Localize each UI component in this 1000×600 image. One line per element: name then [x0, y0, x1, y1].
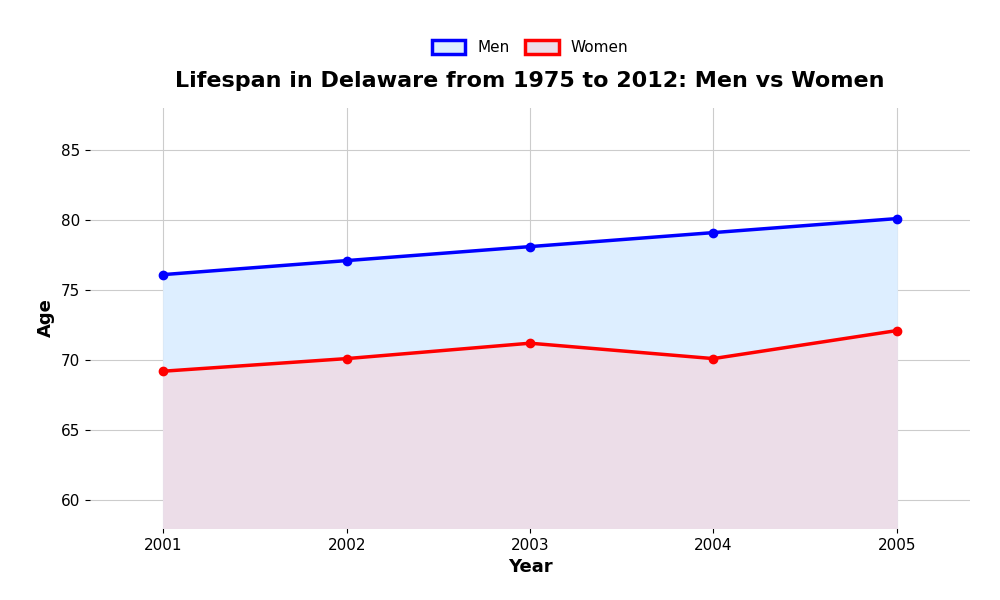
Title: Lifespan in Delaware from 1975 to 2012: Men vs Women: Lifespan in Delaware from 1975 to 2012: … [175, 71, 885, 91]
Y-axis label: Age: Age [37, 299, 55, 337]
Legend: Men, Women: Men, Women [432, 40, 628, 55]
X-axis label: Year: Year [508, 558, 552, 576]
